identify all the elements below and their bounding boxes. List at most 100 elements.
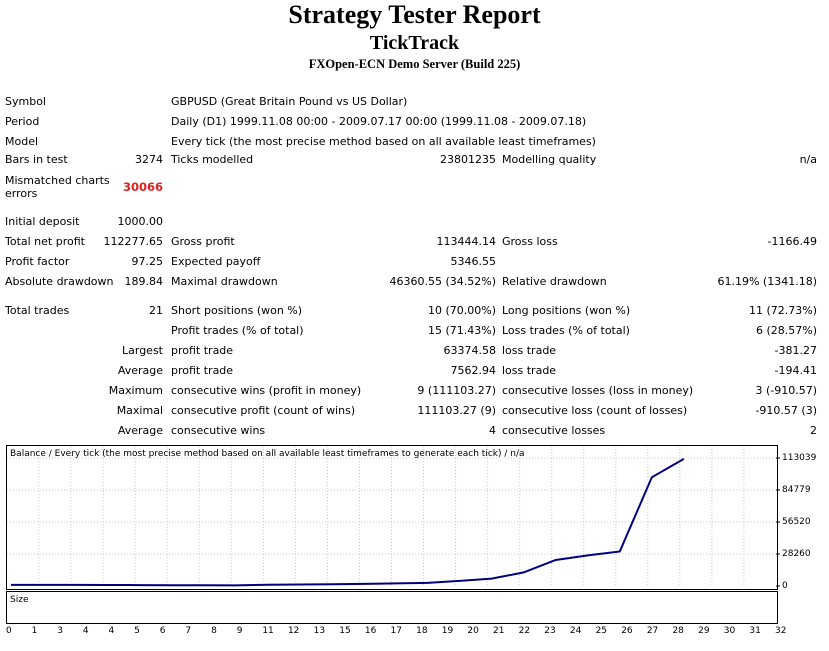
long-positions-label: Long positions (won %) (502, 304, 631, 317)
quality-label: Modelling quality (502, 153, 597, 166)
loss-trades-value: 6 (28.57%) (755, 324, 817, 337)
x-tick-label: 8 (211, 626, 217, 636)
average2-label: Average (117, 424, 163, 437)
report-title: Strategy Tester Report (288, 0, 541, 29)
x-tick-label: 5 (134, 626, 140, 636)
average-loss-value: -194.41 (774, 364, 817, 377)
maximal-profit-value: 111103.27 (9) (417, 404, 496, 417)
avg-wins-value: 4 (489, 424, 496, 437)
x-tick-label: 9 (236, 626, 243, 636)
x-tick-label: 22 (518, 626, 531, 636)
x-tick-label: 29 (698, 626, 710, 636)
model-value: Every tick (the most precise method base… (171, 135, 596, 148)
x-tick-label: 4 (82, 626, 89, 636)
avg-losses-label: consecutive losses (502, 424, 606, 437)
balance-chart-panel (6, 445, 778, 590)
largest-label: Largest (122, 344, 163, 357)
model-label: Model (5, 135, 39, 148)
x-tick-label: 12 (287, 626, 300, 636)
maximal-loss-label: consecutive loss (count of losses) (502, 404, 688, 417)
total-net-profit-label: Total net profit (5, 235, 85, 248)
gross-loss-value: -1166.49 (767, 235, 817, 248)
x-tick-label: 23 (544, 626, 556, 636)
profit-factor-value: 97.25 (131, 255, 164, 268)
largest-loss-label: loss trade (502, 344, 557, 357)
x-tick-label: 19 (441, 626, 454, 636)
max-losses-label: consecutive losses (loss in money) (502, 384, 694, 397)
x-tick-label: 32 (775, 626, 787, 636)
x-tick-label: 15 (339, 626, 351, 636)
x-tick-label: 25 (595, 626, 608, 636)
x-tick-label: 11 (262, 626, 274, 636)
loss-trades-label: Loss trades (% of total) (502, 324, 630, 337)
x-tick-label: 0 (6, 626, 12, 636)
chart-title: Balance / Every tick (the most precise m… (10, 449, 525, 459)
x-tick-label: 27 (646, 626, 659, 636)
largest-loss-value: -381.27 (774, 344, 817, 357)
x-tick-label: 31 (749, 626, 761, 636)
bars-label: Bars in test (5, 153, 68, 166)
bars-value: 3274 (135, 153, 163, 166)
maximal-drawdown-value: 46360.55 (34.52%) (389, 275, 496, 288)
short-positions-value: 10 (70.00%) (427, 304, 496, 317)
average-profit-label: profit trade (171, 364, 234, 377)
x-tick-label: 21 (493, 626, 505, 636)
server-name: FXOpen-ECN Demo Server (Build 225) (308, 57, 521, 71)
maximal-loss-value: -910.57 (3) (755, 404, 817, 417)
mismatch-label-1: Mismatched charts (5, 174, 110, 187)
y-tick-label: 0 (782, 581, 788, 591)
average-profit-value: 7562.94 (450, 364, 497, 377)
gross-profit-label: Gross profit (171, 235, 235, 248)
largest-profit-value: 63374.58 (443, 344, 497, 357)
x-tick-label: 26 (621, 626, 633, 636)
total-trades-value: 21 (149, 304, 163, 317)
max-wins-value: 9 (111103.27) (417, 384, 496, 397)
x-tick-label: 6 (159, 626, 166, 636)
size-label: Size (10, 595, 29, 605)
period-value: Daily (D1) 1999.11.08 00:00 - 2009.07.17… (171, 115, 587, 128)
avg-wins-label: consecutive wins (171, 424, 266, 437)
total-net-profit-value: 112277.65 (103, 235, 164, 248)
short-positions-label: Short positions (won %) (171, 304, 303, 317)
maximal-drawdown-label: Maximal drawdown (171, 275, 278, 288)
max-wins-label: consecutive wins (profit in money) (171, 384, 362, 397)
y-tick-label: 28260 (782, 548, 811, 559)
expected-payoff-label: Expected payoff (171, 255, 261, 268)
y-tick-label: 56520 (782, 516, 811, 527)
max-losses-value: 3 (-910.57) (755, 384, 817, 397)
maximum-label: Maximum (108, 384, 163, 397)
relative-drawdown-label: Relative drawdown (502, 275, 607, 288)
gross-loss-label: Gross loss (502, 235, 558, 248)
mismatch-value: 30066 (122, 180, 163, 194)
x-tick-label: 24 (569, 626, 582, 636)
maximal-label: Maximal (116, 404, 163, 417)
x-tick-label: 18 (416, 626, 428, 636)
profit-factor-label: Profit factor (5, 255, 70, 268)
x-tick-label: 30 (723, 626, 736, 636)
gross-profit-value: 113444.14 (436, 235, 497, 248)
profit-trades-label: Profit trades (% of total) (171, 324, 304, 337)
expert-name: TickTrack (369, 32, 460, 54)
average-label: Average (117, 364, 163, 377)
x-tick-label: 1 (31, 626, 38, 636)
long-positions-value: 11 (72.73%) (748, 304, 817, 317)
ticks-label: Ticks modelled (171, 153, 254, 166)
x-tick-label: 4 (108, 626, 115, 636)
initial-deposit-value: 1000.00 (117, 215, 164, 228)
relative-drawdown-value: 61.19% (1341.18) (717, 275, 817, 288)
x-tick-label: 13 (313, 626, 326, 636)
largest-profit-label: profit trade (171, 344, 234, 357)
absolute-drawdown-value: 189.84 (124, 275, 164, 288)
mismatch-label-2: errors (5, 187, 38, 200)
ticks-value: 23801235 (440, 153, 496, 166)
x-tick-label: 16 (364, 626, 377, 636)
y-tick-label: 113039 (782, 453, 817, 463)
expected-payoff-value: 5346.55 (450, 255, 497, 268)
total-trades-label: Total trades (5, 304, 70, 317)
initial-deposit-label: Initial deposit (5, 215, 80, 228)
avg-losses-value: 2 (810, 424, 817, 437)
period-label: Period (5, 115, 40, 128)
y-tick-label: 84779 (782, 485, 811, 495)
quality-value: n/a (799, 153, 817, 166)
x-tick-label: 7 (185, 626, 192, 636)
